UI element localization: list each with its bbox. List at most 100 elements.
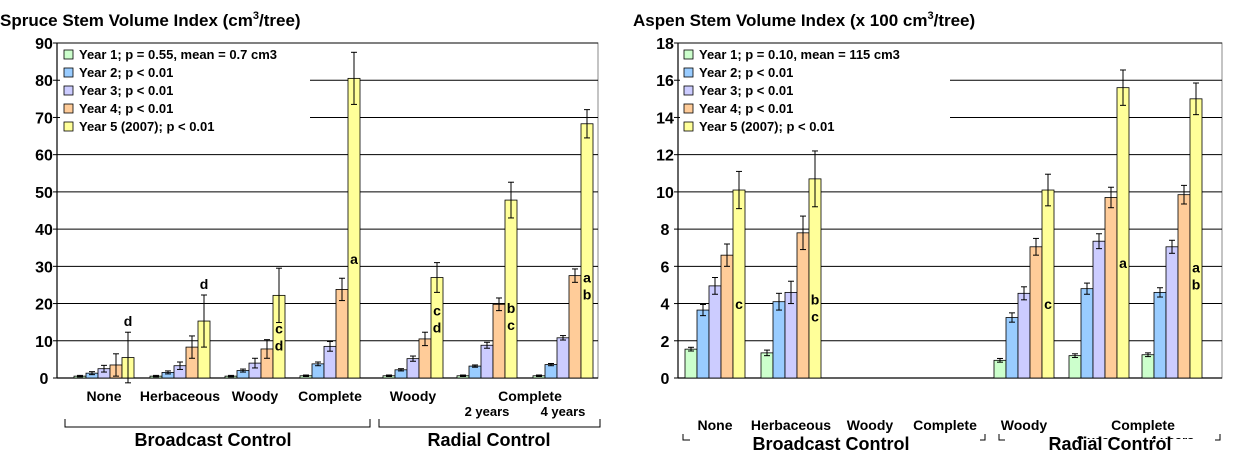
- chart-title: Aspen Stem Volume Index (x 100 cm3/tree): [633, 10, 975, 30]
- y-tick-label: 4: [661, 297, 670, 314]
- bar: [696, 309, 710, 379]
- legend-swatch: [63, 49, 74, 60]
- bar: [684, 348, 698, 379]
- legend-label: Year 2; p < 0.01: [699, 65, 793, 80]
- y-tick-label: 80: [35, 73, 53, 90]
- aspen-chart: Aspen Stem Volume Index (x 100 cm3/tree)…: [633, 10, 1223, 451]
- significance-label: c: [735, 296, 743, 312]
- significance-label: a: [1192, 259, 1200, 275]
- significance-label: a: [1119, 255, 1127, 271]
- legend: Year 1; p = 0.55, mean = 0.7 cm3 Year 2; …: [60, 44, 310, 134]
- bar: [1116, 87, 1130, 379]
- y-tick-label: 30: [35, 259, 53, 276]
- bar: [1104, 197, 1118, 379]
- bar: [580, 123, 594, 379]
- category-label: Complete: [498, 388, 562, 404]
- legend-label: Year 2; p < 0.01: [79, 65, 173, 80]
- bar: [760, 352, 774, 379]
- category-sublabel: 4 years: [541, 404, 586, 419]
- bracket-mask: [1005, 439, 1215, 451]
- group-bracket: [378, 419, 601, 428]
- group-label: Broadcast Control: [134, 430, 291, 450]
- significance-label: d: [433, 320, 442, 336]
- group-label: Broadcast Control: [752, 434, 909, 451]
- y-tick-label: 2: [661, 334, 670, 351]
- y-tick-label: 70: [35, 110, 53, 127]
- legend-label: Year 3; p < 0.01: [699, 83, 793, 98]
- bar: [568, 275, 582, 379]
- y-tick-label: 50: [35, 185, 53, 202]
- legend-swatch: [683, 67, 694, 78]
- group-label: Radial Control: [427, 430, 550, 450]
- category-label: Woody: [390, 388, 437, 404]
- significance-label: d: [200, 276, 209, 292]
- category-label: Complete: [1111, 417, 1175, 433]
- bar: [784, 291, 798, 379]
- significance-label: b: [811, 291, 820, 307]
- category-label: Herbaceous: [140, 388, 220, 404]
- significance-label: b: [507, 300, 516, 316]
- bar: [1041, 189, 1055, 379]
- significance-label: c: [507, 317, 515, 333]
- legend-swatch: [683, 85, 694, 96]
- bar: [1029, 246, 1043, 379]
- y-axis-ticks: 0 10 20 30 40 50 60 70 80 90: [35, 36, 57, 388]
- y-tick-label: 14: [656, 110, 674, 127]
- legend-label: Year 1; p = 0.10, mean = 115 cm3: [699, 47, 900, 62]
- legend-box: [680, 44, 950, 134]
- bar: [720, 254, 734, 379]
- legend-swatch: [63, 121, 74, 132]
- significance-label: c: [811, 308, 819, 324]
- category-label: Complete: [913, 417, 977, 433]
- bar: [335, 289, 349, 379]
- significance-label: c: [1044, 296, 1052, 312]
- legend-swatch: [683, 49, 694, 60]
- group-brackets: Broadcast Control Radial Control: [682, 434, 1221, 451]
- category-label: Woody: [847, 417, 894, 433]
- bar: [1068, 355, 1082, 379]
- y-axis-ticks: 0 2 4 6 8 10 12 14 16 18: [656, 36, 678, 388]
- category-label: Complete: [298, 388, 362, 404]
- significance-label: a: [350, 251, 358, 267]
- legend: Year 1; p = 0.10, mean = 115 cm3 Year 2; …: [680, 44, 950, 134]
- y-tick-label: 10: [656, 185, 674, 202]
- bar: [492, 303, 506, 379]
- y-tick-label: 12: [656, 148, 674, 165]
- bar: [808, 178, 822, 379]
- bar: [347, 77, 361, 379]
- y-tick-label: 16: [656, 73, 674, 90]
- bar: [556, 337, 570, 379]
- bar: [796, 232, 810, 379]
- category-sublabel: 2 years: [465, 404, 510, 419]
- y-tick-label: 8: [661, 222, 670, 239]
- category-label: Woody: [1001, 417, 1048, 433]
- bar: [732, 189, 746, 379]
- group-brackets: Broadcast Control Radial Control: [64, 419, 601, 450]
- group-label: Radial Control: [1048, 434, 1171, 451]
- category-label: None: [698, 417, 733, 433]
- bar: [1005, 317, 1019, 379]
- legend-swatch: [683, 121, 694, 132]
- legend-swatch: [683, 103, 694, 114]
- group-bracket: [64, 419, 371, 428]
- bar: [1080, 288, 1094, 379]
- spruce-chart: Spruce Stem Volume Index (cm3/tree) ddcd…: [0, 10, 601, 450]
- bar: [468, 365, 482, 379]
- category-label: Woody: [232, 388, 279, 404]
- category-label: None: [87, 388, 122, 404]
- y-tick-label: 18: [656, 36, 674, 53]
- bar: [1092, 240, 1106, 379]
- y-tick-label: 20: [35, 297, 53, 314]
- y-tick-label: 0: [661, 371, 670, 388]
- bar: [1153, 291, 1167, 379]
- bar: [480, 344, 494, 379]
- significance-label: a: [583, 269, 591, 285]
- legend-label: Year 4; p < 0.01: [699, 101, 793, 116]
- bracket-mask: [690, 439, 980, 451]
- category-label: Herbaceous: [751, 417, 831, 433]
- y-tick-label: 60: [35, 148, 53, 165]
- bar: [772, 301, 786, 379]
